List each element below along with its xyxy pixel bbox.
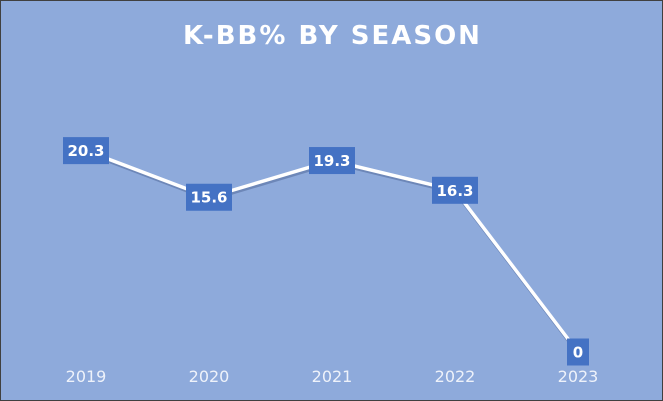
data-label-box (309, 147, 355, 175)
chart-title: K-BB% BY SEASON (183, 21, 482, 51)
data-label-2022: 16.3 (432, 176, 478, 204)
data-label-2021: 19.3 (309, 147, 355, 175)
data-label-2023: 0 (567, 338, 589, 366)
data-label-box (63, 137, 109, 165)
data-label-text: 15.6 (190, 189, 227, 207)
x-tick-label-2023: 2023 (558, 367, 599, 386)
data-label-box (432, 176, 478, 204)
data-label-text: 0 (573, 344, 583, 362)
x-tick-label-2020: 2020 (189, 367, 230, 386)
data-label-2020: 15.6 (186, 183, 232, 211)
data-label-box (567, 338, 589, 366)
x-tick-label-2022: 2022 (435, 367, 476, 386)
data-label-text: 19.3 (313, 152, 350, 170)
x-tick-label-2019: 2019 (66, 367, 107, 386)
x-tick-label-2021: 2021 (312, 367, 353, 386)
data-label-text: 20.3 (67, 142, 104, 160)
data-label-text: 16.3 (436, 182, 473, 200)
data-label-box (186, 183, 232, 211)
data-label-2019: 20.3 (63, 137, 109, 165)
series-line-shadow (86, 150, 581, 356)
